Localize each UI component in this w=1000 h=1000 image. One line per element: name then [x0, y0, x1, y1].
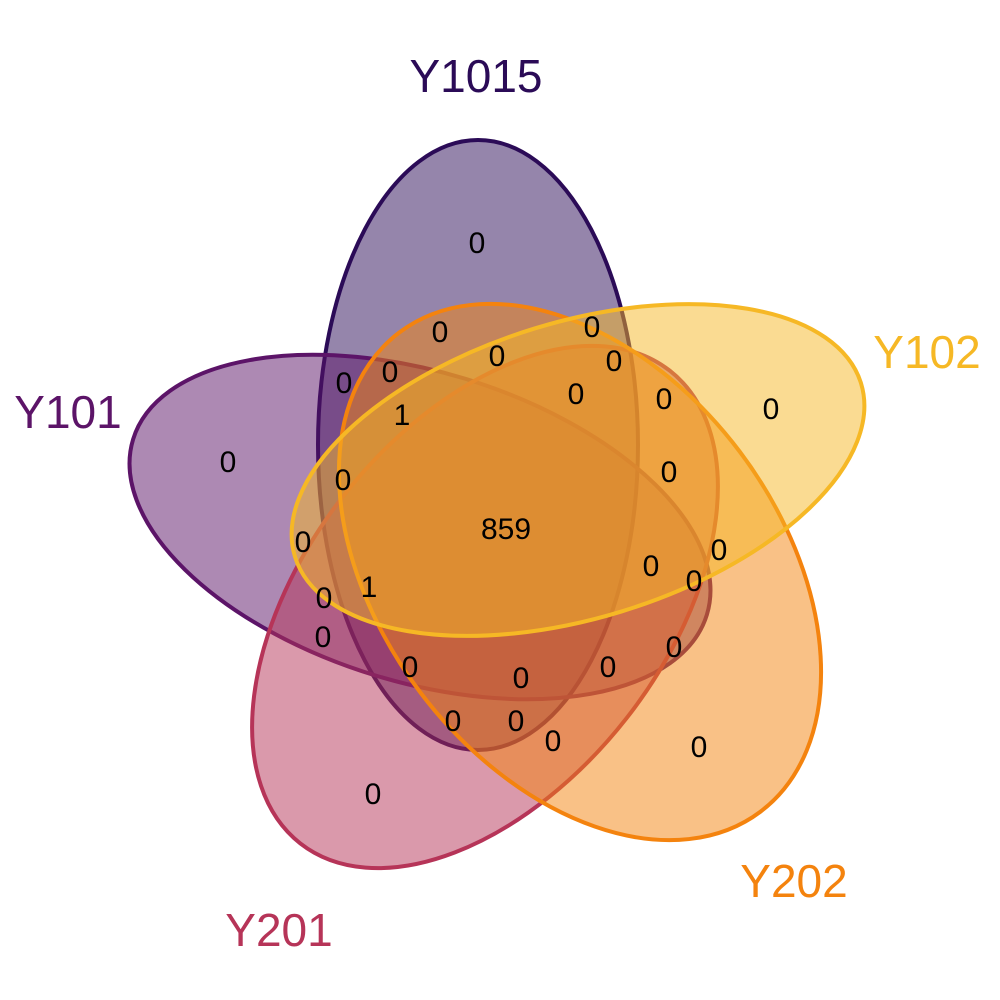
count-region: 0	[336, 367, 353, 400]
count-only-y1015: 0	[469, 227, 486, 260]
count-region: 0	[316, 582, 333, 615]
count-region: 0	[666, 631, 683, 664]
count-only-y202: 0	[691, 731, 708, 764]
count-only-y201: 0	[365, 778, 382, 811]
count-only-y101: 0	[220, 446, 237, 479]
count-region: 0	[606, 345, 623, 378]
count-region: 0	[402, 651, 419, 684]
count-region: 0	[711, 534, 728, 567]
count-region: 0	[489, 340, 506, 373]
count-region: 0	[643, 550, 660, 583]
set-label-y101: Y101	[14, 386, 121, 438]
set-ellipse-y102	[289, 302, 867, 638]
count-region: 0	[445, 705, 462, 738]
set-label-y201: Y201	[225, 904, 332, 956]
count-region: 0	[432, 316, 449, 349]
count-region: 0	[568, 378, 585, 411]
count-region: 1	[361, 571, 378, 604]
count-region: 0	[513, 662, 530, 695]
count-region: 0	[584, 311, 601, 344]
set-label-y1015: Y1015	[409, 50, 542, 102]
count-region: 0	[295, 526, 312, 559]
count-region: 0	[545, 725, 562, 758]
count-region: 0	[335, 464, 352, 497]
count-all-five: 859	[481, 513, 531, 546]
count-region: 0	[661, 456, 678, 489]
count-region: 0	[508, 705, 525, 738]
count-region: 0	[656, 383, 673, 416]
set-label-y202: Y202	[740, 855, 847, 907]
count-region: 0	[686, 565, 703, 598]
count-region: 0	[382, 356, 399, 389]
count-region: 0	[315, 621, 332, 654]
count-region: 0	[600, 651, 617, 684]
set-label-y102: Y102	[873, 326, 980, 378]
count-region: 1	[394, 399, 411, 432]
count-only-y102: 0	[763, 393, 780, 426]
